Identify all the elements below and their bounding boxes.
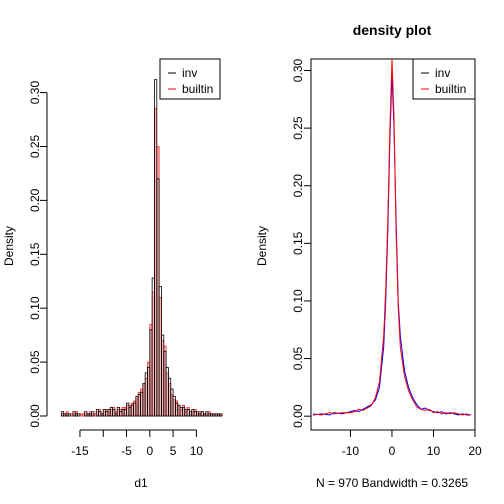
legend-box <box>159 58 221 100</box>
density-y-axis: 0.00 0.05 0.10 0.15 0.20 0.25 0.30 <box>291 59 312 428</box>
legend-label-inv: inv <box>435 66 450 80</box>
x-tick-label: -10 <box>342 444 360 458</box>
histogram-y-axis: 0.00 0.05 0.10 0.15 0.20 0.25 0.30 <box>28 81 48 428</box>
y-tick-label: 0.05 <box>28 350 42 374</box>
y-tick-label: 0.00 <box>291 404 305 428</box>
histogram-bars <box>60 79 223 417</box>
x-tick-label: 5 <box>170 444 177 458</box>
legend-label-builtin: builtin <box>182 82 213 96</box>
x-tick-label: 10 <box>190 444 204 458</box>
legend-box <box>412 58 476 100</box>
density-line-builtin <box>313 59 471 416</box>
bar-inv <box>91 411 95 417</box>
bar-inv <box>67 413 72 417</box>
histogram-panel: inverse-transform method vs built-in 0.0… <box>2 22 255 490</box>
bar-inv <box>219 413 223 417</box>
density-title: density plot <box>353 22 432 38</box>
density-lines <box>313 59 471 416</box>
x-tick-label: -15 <box>71 444 89 458</box>
x-tick-label: 0 <box>146 444 153 458</box>
bar-inv <box>112 409 116 417</box>
density-y-label: Density <box>255 226 269 266</box>
histogram-title: inverse-transform method vs built-in <box>12 22 255 38</box>
y-tick-label: 0.30 <box>291 59 305 83</box>
density-x-axis: -10 0 10 20 <box>342 430 482 458</box>
y-tick-label: 0.05 <box>291 347 305 371</box>
x-tick-label: 10 <box>427 444 441 458</box>
y-tick-label: 0.00 <box>28 404 42 428</box>
density-panel: density plot 0.00 0.05 0.10 0.15 0.20 0.25 0.3… <box>255 22 482 490</box>
y-tick-label: 0.10 <box>291 289 305 313</box>
density-line-inv <box>313 73 471 416</box>
y-tick-label: 0.15 <box>291 231 305 255</box>
histogram-legend: inv builtin <box>159 58 221 100</box>
y-tick-label: 0.30 <box>28 81 42 105</box>
histogram-x-axis: -15 -5 0 5 10 <box>71 429 204 458</box>
y-tick-label: 0.25 <box>28 134 42 158</box>
y-tick-label: 0.10 <box>28 296 42 320</box>
x-tick-label: -5 <box>121 444 132 458</box>
density-plot-frame <box>310 58 476 431</box>
density-x-label: N = 970 Bandwidth = 0.3265 <box>316 476 468 490</box>
x-tick-label: 20 <box>468 444 482 458</box>
histogram-x-label: d1 <box>134 476 148 490</box>
y-tick-label: 0.20 <box>291 174 305 198</box>
bar-inv <box>77 413 81 417</box>
y-tick-label: 0.15 <box>28 242 42 266</box>
x-tick-label: 0 <box>389 444 396 458</box>
legend-label-inv: inv <box>182 66 197 80</box>
y-tick-label: 0.20 <box>28 188 42 212</box>
y-tick-label: 0.25 <box>291 116 305 140</box>
legend-label-builtin: builtin <box>435 82 466 96</box>
histogram-y-label: Density <box>2 226 16 266</box>
density-legend: inv builtin <box>412 58 476 100</box>
